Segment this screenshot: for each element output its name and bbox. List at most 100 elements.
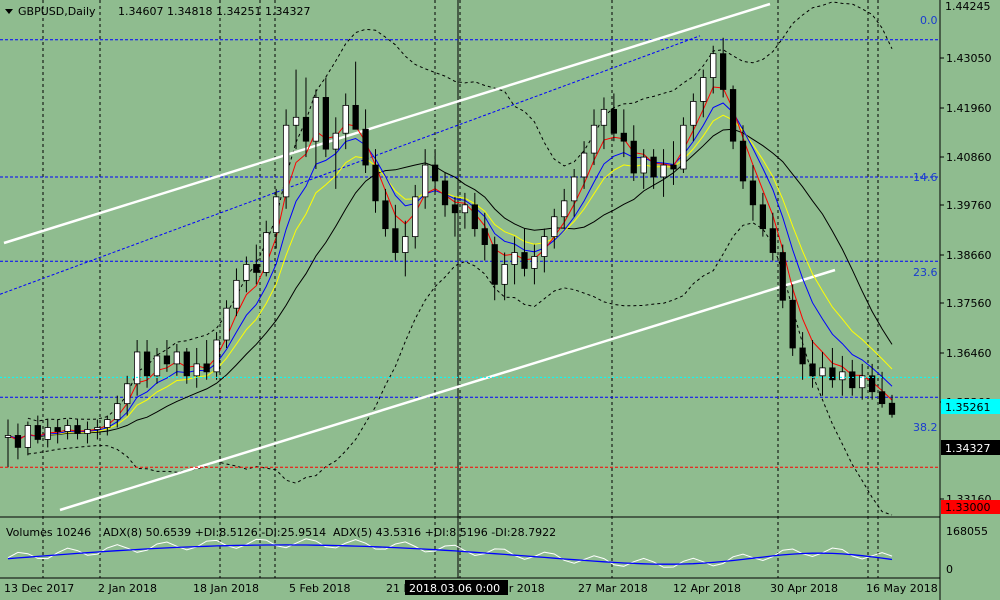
y-tick-label: 1.37560 — [946, 297, 992, 310]
candle-body — [153, 355, 161, 377]
candle — [580, 141, 588, 189]
price-tag-top-text: 1.44245 — [945, 0, 991, 13]
candle — [660, 149, 667, 197]
candle-body — [630, 140, 637, 174]
candle-body — [491, 244, 498, 285]
candle — [819, 351, 826, 396]
adx-line-white — [7, 538, 893, 568]
candle-body — [511, 252, 518, 265]
candle-body — [779, 252, 786, 301]
chart-header: GBPUSD,Daily 1.34607 1.34818 1.34251 1.3… — [5, 5, 310, 18]
candle-body — [94, 427, 101, 430]
x-tick-label: 2 Jan 2018 — [98, 582, 157, 595]
candle — [869, 363, 876, 400]
y-tick-label: 1.41960 — [946, 102, 992, 115]
candle-body — [789, 299, 796, 349]
candle-body — [680, 124, 687, 170]
x-tick-label: 30 Apr 2018 — [770, 582, 838, 595]
bollinger-bands — [27, 1, 893, 516]
candle — [690, 93, 697, 142]
ma-mid-line — [7, 102, 893, 439]
candle — [402, 220, 409, 277]
dropdown-triangle-icon[interactable] — [5, 9, 13, 14]
candle — [163, 340, 171, 372]
y-tick-label: 1.36460 — [946, 347, 992, 360]
candle — [571, 169, 578, 217]
candle — [839, 355, 846, 396]
price-tag-red-text: 1.33000 — [945, 501, 991, 514]
candle — [64, 419, 71, 440]
candle — [243, 256, 250, 293]
candle-body — [193, 363, 200, 377]
candle — [392, 204, 399, 261]
candle-body — [431, 164, 439, 182]
candle — [342, 93, 349, 150]
candle-body — [829, 367, 836, 381]
candle — [501, 252, 508, 301]
candle-body — [342, 104, 349, 134]
candle-body — [739, 140, 747, 182]
candle — [471, 192, 478, 237]
axes: 1.43050 1.41960 1.40860 1.39760 1.38660 1.375… — [4, 52, 992, 595]
adx8-label: ADX(8) 50.6539 +DI:8.5126 -DI:25.9514 — [103, 526, 326, 539]
candle — [829, 347, 836, 388]
candle — [84, 421, 91, 444]
bollinger-upper — [27, 1, 893, 422]
candle-body — [541, 236, 548, 257]
candle-body — [580, 152, 588, 178]
candle — [253, 244, 260, 285]
candle-body — [372, 164, 379, 202]
x-tick-label: 5 Feb 2018 — [289, 582, 350, 595]
adx5-label: ADX(5) 43.5316 +DI:8.5196 -DI:28.7922 — [333, 526, 556, 539]
candle — [352, 61, 359, 130]
candle — [680, 117, 687, 173]
candle — [263, 220, 270, 277]
candle — [859, 363, 866, 400]
candle-body — [392, 228, 399, 253]
fib-label-0: 0.0 — [920, 14, 938, 27]
candle-body — [183, 351, 190, 377]
volume-tick-label: 0 — [946, 563, 953, 576]
candle-body — [312, 97, 320, 142]
candle — [749, 165, 757, 221]
fib-trend-line — [0, 35, 701, 295]
candle — [302, 77, 310, 158]
candle — [203, 340, 210, 380]
candle — [551, 208, 558, 249]
volume-tick-label: 168055 — [946, 525, 988, 538]
candle — [372, 149, 379, 213]
candle-body — [809, 363, 816, 377]
candle-body — [660, 164, 667, 178]
candle-body — [610, 108, 618, 134]
price-tag-current: 1.34327 — [941, 440, 1000, 455]
candle — [133, 340, 141, 396]
candle — [382, 188, 389, 237]
candle — [451, 196, 459, 237]
candle — [521, 228, 528, 277]
candle-body — [24, 425, 31, 448]
candle-body — [273, 196, 280, 234]
price-channel — [3, 2, 836, 512]
symbol-label: GBPUSD,Daily — [18, 5, 96, 18]
candle — [14, 423, 22, 460]
candle-body — [34, 425, 41, 440]
y-tick-label: 1.39760 — [946, 199, 992, 212]
candle-body — [124, 383, 131, 405]
candle — [54, 419, 61, 444]
candle — [600, 97, 608, 150]
candle-body — [561, 200, 568, 218]
candle-body — [332, 132, 339, 150]
candle-body — [362, 128, 369, 166]
candle — [720, 37, 727, 98]
candle-body — [690, 101, 697, 126]
candle-body — [471, 204, 478, 230]
candle-body — [859, 375, 866, 389]
candle-body — [143, 351, 151, 377]
candle — [888, 394, 896, 418]
candle-body — [869, 375, 876, 393]
candle-body — [888, 402, 896, 415]
fib-label-23: 23.6 — [913, 266, 938, 279]
candle — [213, 332, 220, 380]
